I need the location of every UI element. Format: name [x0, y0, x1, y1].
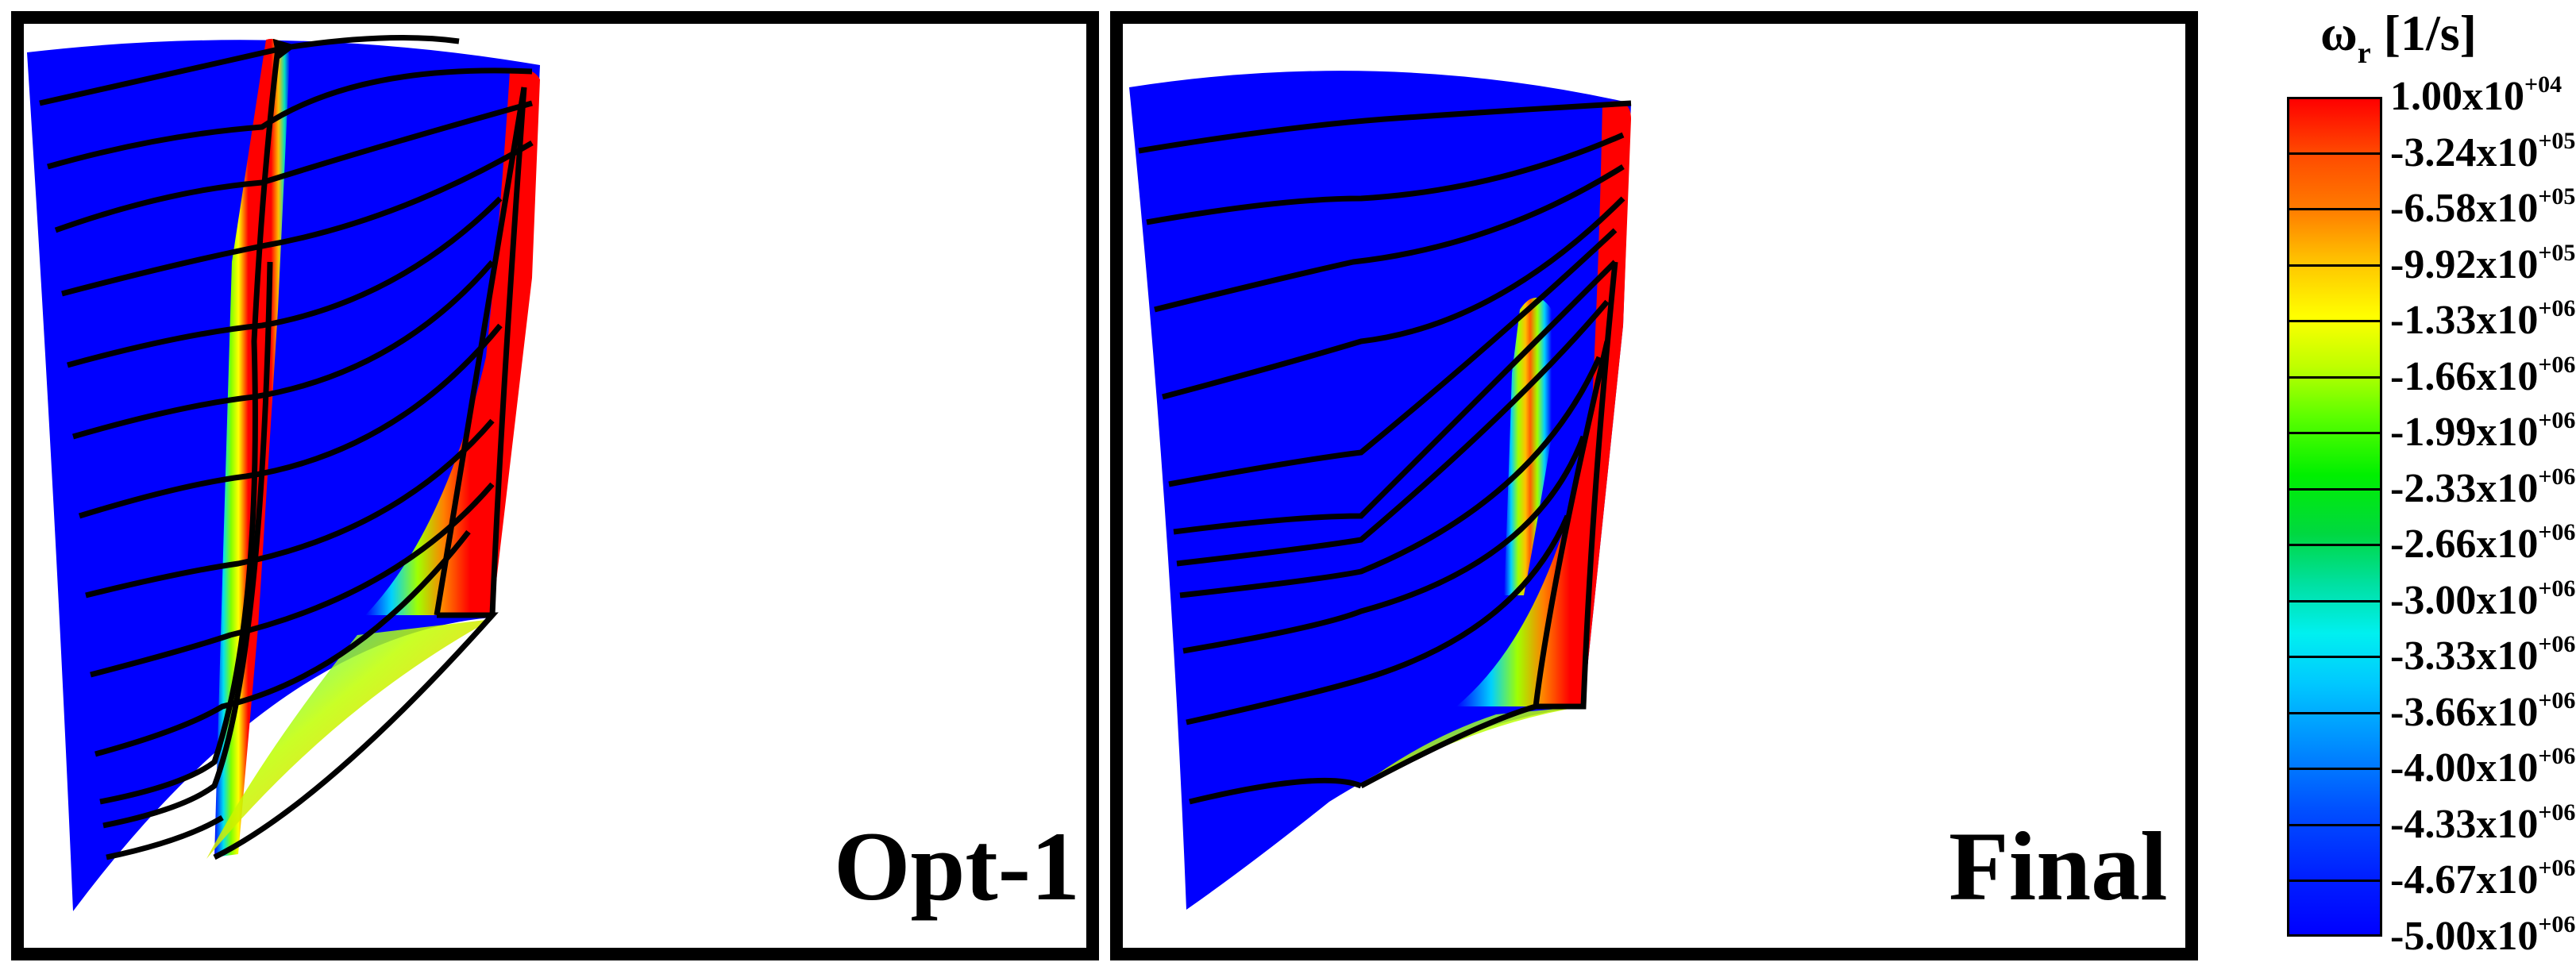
colorbar-tick-mantissa: -4.67x10	[2390, 857, 2539, 903]
colorbar-tick-exponent: +06	[2538, 519, 2576, 546]
colorbar-tick-label: -4.67x10+06	[2390, 856, 2575, 903]
hub-region-opt1	[206, 619, 492, 859]
colorbar-tick-label: 1.00x10+04	[2390, 73, 2562, 119]
colorbar-tick-label: -4.00x10+06	[2390, 745, 2575, 791]
colorbar-tick-label: -3.00x10+06	[2390, 576, 2575, 623]
colorbar-tick-exponent: +06	[2538, 463, 2576, 490]
colorbar-tick-label: -5.00x10+06	[2390, 913, 2575, 959]
colorbar-tick-mantissa: 1.00x10	[2390, 74, 2524, 119]
colorbar-tick-mantissa: -4.33x10	[2390, 801, 2539, 847]
colorbar-tick-label: -1.66x10+06	[2390, 352, 2575, 399]
colorbar-tick-label: -6.58x10+05	[2390, 185, 2575, 232]
contour-plot-opt1	[27, 35, 540, 912]
colorbar-tick-label: -3.33x10+06	[2390, 633, 2575, 679]
colorbar-title: ωr [1/s]	[2320, 5, 2477, 69]
colorbar-tick-line	[2287, 375, 2382, 379]
panel-label-opt1: Opt-1	[834, 812, 1080, 921]
colorbar-gradient	[2287, 97, 2382, 937]
colorbar-tick-exponent: +06	[2538, 631, 2576, 658]
colorbar-tick-mantissa: -9.92x10	[2390, 241, 2539, 287]
panel-label-final: Final	[1949, 812, 2168, 921]
colorbar-tick-exponent: +06	[2538, 855, 2576, 882]
colorbar-tick-label: -4.33x10+06	[2390, 800, 2575, 847]
colorbar-subscript: r	[2357, 37, 2371, 70]
colorbar-tick-mantissa: -5.00x10	[2390, 914, 2539, 959]
colorbar-tick-line	[2287, 768, 2382, 771]
colorbar-tick-line	[2287, 320, 2382, 323]
colorbar-tick-mantissa: -3.24x10	[2390, 129, 2539, 175]
colorbar-tick-line	[2287, 432, 2382, 435]
colorbar-tick-mantissa: -3.66x10	[2390, 689, 2539, 735]
colorbar-tick-mantissa: -4.00x10	[2390, 745, 2539, 791]
streamlines-final	[1138, 100, 1632, 805]
colorbar-tick-exponent: +05	[2538, 127, 2576, 154]
colorbar-tick-line	[2287, 656, 2382, 659]
te-band-final	[1456, 101, 1631, 706]
colorbar-tick-exponent: +06	[2538, 799, 2576, 826]
colorbar-tick-line	[2287, 599, 2382, 602]
colorbar-tick-label: -2.66x10+06	[2390, 521, 2575, 568]
colorbar: ωr [1/s] 1.00x10+04 -3.24x10+05 -6.58x10+0…	[2287, 0, 2576, 970]
streamlines-opt1	[39, 35, 534, 860]
colorbar-tick-label: -1.33x10+06	[2390, 297, 2575, 344]
colorbar-tick-mantissa: -6.58x10	[2390, 186, 2539, 232]
colorbar-tick-line	[2287, 544, 2382, 547]
colorbar-tick-exponent: +05	[2538, 239, 2576, 266]
colorbar-tick-line	[2287, 152, 2382, 155]
colorbar-tick-exponent: +06	[2538, 743, 2576, 770]
colorbar-tick-mantissa: -3.00x10	[2390, 577, 2539, 623]
colorbar-tick-mantissa: -1.33x10	[2390, 298, 2539, 344]
colorbar-tick-line	[2287, 487, 2382, 491]
colorbar-tick-mantissa: -3.33x10	[2390, 633, 2539, 679]
colorbar-unit: [1/s]	[2383, 5, 2477, 61]
colorbar-tick-line	[2287, 208, 2382, 211]
panel-opt1: Opt-1	[11, 11, 1099, 960]
colorbar-symbol: ω	[2320, 5, 2358, 61]
colorbar-tick-exponent: +06	[2538, 295, 2576, 322]
colorbar-tick-mantissa: -1.66x10	[2390, 353, 2539, 399]
colorbar-tick-line	[2287, 264, 2382, 267]
colorbar-tick-label: -2.33x10+06	[2390, 464, 2575, 511]
colorbar-tick-exponent: +06	[2538, 911, 2576, 937]
panel-final: Final	[1110, 11, 2198, 960]
colorbar-tick-exponent: +06	[2538, 575, 2576, 602]
colorbar-tick-exponent: +06	[2538, 351, 2576, 378]
colorbar-tick-line	[2287, 880, 2382, 883]
colorbar-tick-exponent: +06	[2538, 687, 2576, 714]
domain-opt1	[27, 40, 540, 912]
colorbar-tick-line	[2287, 711, 2382, 714]
contour-plot-final	[1129, 71, 1632, 910]
colorbar-tick-mantissa: -1.99x10	[2390, 410, 2539, 456]
colorbar-tick-label: -3.66x10+06	[2390, 688, 2575, 735]
colorbar-tick-mantissa: -2.33x10	[2390, 465, 2539, 511]
colorbar-tick-label: -3.24x10+05	[2390, 129, 2575, 175]
colorbar-tick-exponent: +04	[2524, 71, 2563, 98]
colorbar-tick-exponent: +05	[2538, 183, 2576, 210]
colorbar-tick-line	[2287, 823, 2382, 826]
colorbar-tick-mantissa: -2.66x10	[2390, 522, 2539, 568]
colorbar-tick-label: -1.99x10+06	[2390, 409, 2575, 456]
colorbar-tick-label: -9.92x10+05	[2390, 241, 2575, 287]
colorbar-tick-exponent: +06	[2538, 407, 2576, 434]
